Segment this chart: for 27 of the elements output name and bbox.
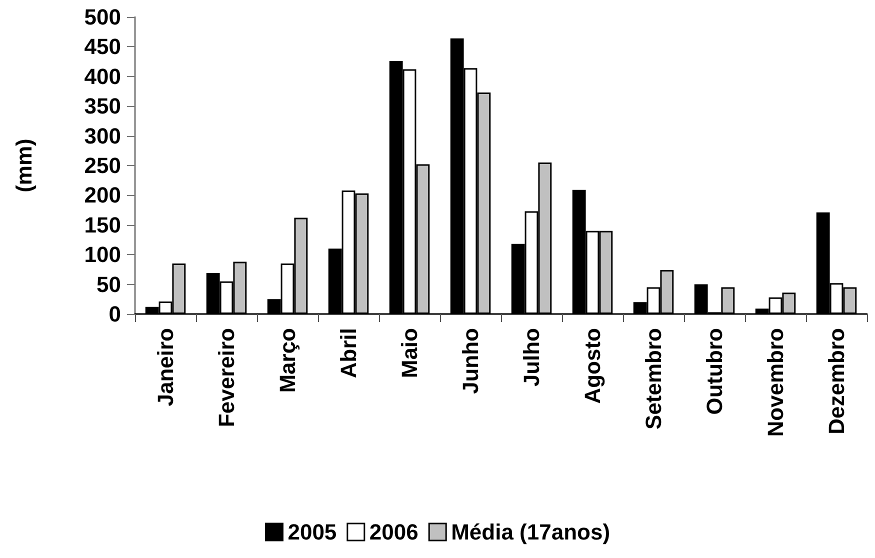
x-tick-label: Fevereiro [214,328,239,428]
x-tick-label: Outubro [702,328,727,415]
x-tick-label: Janeiro [153,328,178,406]
x-tick-label: Julho [519,328,544,387]
x-tick-label: Março [275,328,300,393]
legend-label: Média (17anos) [451,520,610,544]
x-tick-label: Setembro [641,328,666,430]
y-tick-label: 100 [84,242,121,268]
x-tick-label: Dezembro [824,328,849,434]
y-tick-label: 400 [84,64,121,89]
x-tick-label: Maio [397,328,422,378]
y-tick-label: 50 [96,272,121,297]
legend-label: 2005 [288,520,337,544]
x-tick-label: Abril [336,328,361,378]
y-tick-label: 200 [84,182,121,208]
x-tick-label: Agosto [580,328,605,404]
legend-label: 2006 [369,520,418,544]
y-tick-label: 0 [108,302,121,326]
x-tick-label: Junho [458,328,483,394]
y-axis-title: (mm) [12,138,36,192]
y-tick-label: 150 [84,212,121,238]
y-tick-label: 500 [84,4,121,30]
x-tick-label: Novembro [763,328,788,437]
y-tick-label: 300 [84,123,121,148]
y-tick-label: 250 [84,153,121,178]
y-tick-label: 350 [84,94,121,119]
y-tick-label: 450 [84,34,121,60]
